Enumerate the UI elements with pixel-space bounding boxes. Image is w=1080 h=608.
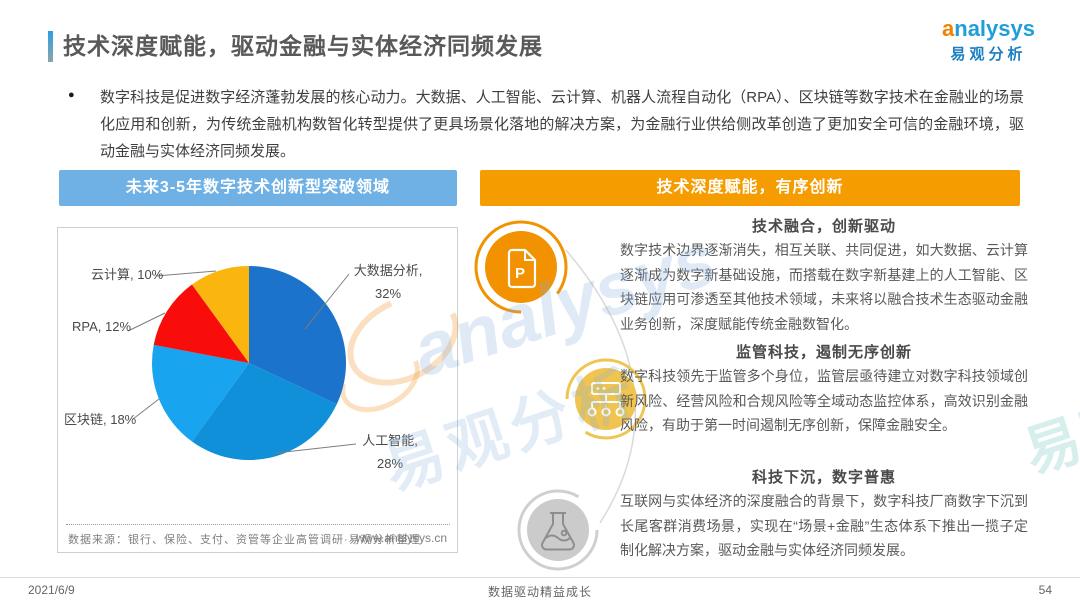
org-chart-icon [565, 358, 647, 440]
pie-slice-大数据分析 [249, 266, 347, 405]
section-title-1: 技术融合，创新驱动 [751, 218, 896, 235]
footer-divider [0, 577, 1080, 578]
logo-chinese-text: 易观分析 [950, 46, 1027, 63]
flask-icon [517, 489, 599, 571]
dotted-divider [66, 524, 450, 525]
section-icons: P [474, 220, 647, 571]
section-body-1: 数字技术边界逐渐消失，相互关联、共同促进，如大数据、云计算逐渐成为数字新基础设施… [620, 242, 1028, 332]
pie-leader-lines [127, 270, 357, 454]
footer-date: 2021/6/9 [28, 583, 75, 597]
document-p-icon: P [474, 220, 568, 314]
footer-page-number: 54 [1038, 583, 1052, 597]
pie-chart [127, 266, 459, 460]
svg-text:P: P [515, 265, 525, 282]
page-title: 技术深度赋能，驱动金融与实体经济同频发展 [63, 33, 543, 59]
section-title-2: 监管科技，遏制无序创新 [735, 344, 912, 361]
pie-slices [152, 266, 347, 460]
pie-slice-人工智能 [191, 363, 337, 460]
pie-slice-云计算 [191, 266, 249, 363]
section-body-3: 互联网与实体经济的深度融合的背景下，数字科技厂商数字下沉到长尾客群消费场景，实现… [620, 493, 1028, 558]
website-link[interactable]: www.analysys.cn [355, 531, 447, 545]
analysys-logo: analysys 易观分析 [942, 16, 1035, 64]
pie-label-ai: 人工智能, 28% [362, 433, 418, 471]
logo-brand-text: analysys [942, 16, 1035, 41]
right-panel-header: 技术深度赋能，有序创新 [480, 170, 1020, 206]
section-title-3: 科技下沉，数字普惠 [751, 469, 896, 486]
pie-chart-panel: 云计算, 10% RPA, 12% 区块链, 18% 大数据分析, 32% 人工… [57, 227, 459, 553]
section-body-2: 数字科技领先于监管多个身位，监管层亟待建立对数字科技领域创新风险、经营风险和合规… [620, 368, 1028, 433]
pie-label-cloud: 云计算, 10% [91, 267, 164, 282]
footer-motto: 数据驱动精益成长 [487, 585, 592, 599]
bullet-icon: ● [68, 89, 75, 101]
pie-label-rpa: RPA, 12% [72, 319, 132, 334]
intro-paragraph: 数字科技是促进数字经济蓬勃发展的核心动力。大数据、人工智能、云计算、机器人流程自… [100, 89, 1024, 160]
title-accent-bar [48, 31, 53, 62]
swirl-watermark [340, 294, 459, 413]
left-panel-header: 未来3-5年数字技术创新型突破领域 [59, 170, 457, 206]
pie-label-blockchain: 区块链, 18% [64, 412, 137, 427]
pie-label-bigdata: 大数据分析, 32% [353, 263, 423, 301]
pie-slice-RPA [153, 284, 249, 363]
pie-slice-区块链 [152, 344, 249, 442]
data-source-note: 数据来源：银行、保险、支付、资管等企业高管调研·易观分析整理 [68, 534, 421, 546]
